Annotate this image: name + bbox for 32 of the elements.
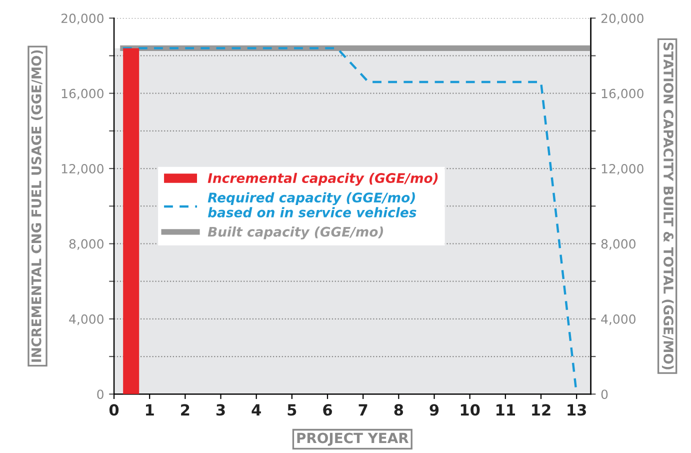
legend-label: Incremental capacity (GGE/mo) bbox=[208, 172, 438, 186]
x-tick-label: 0 bbox=[109, 404, 119, 416]
y-tick-label: 8,000 bbox=[69, 239, 104, 250]
legend-label: Required capacity (GGE/mo) based on in service vehicles bbox=[208, 192, 416, 218]
y-tick-label: 4,000 bbox=[69, 314, 104, 326]
x-tick-label: 9 bbox=[430, 404, 439, 416]
y-axis-title: INCREMENTAL CNG FUEL USAGE (GGE/MO) bbox=[31, 50, 43, 362]
x-tick-label: 2 bbox=[181, 404, 190, 416]
y2-tick-label: 12,000 bbox=[602, 164, 644, 175]
y-tick-label: 20,000 bbox=[61, 14, 104, 24]
y2-tick-label: 16,000 bbox=[602, 88, 644, 100]
y2-axis-title: STATION CAPACITY BUILT & TOTAL (GGE/MO) bbox=[662, 42, 674, 370]
x-tick-label: 8 bbox=[394, 404, 404, 416]
x-tick-label: 4 bbox=[252, 404, 261, 416]
x-tick-label: 12 bbox=[532, 404, 550, 416]
x-tick-label: 5 bbox=[288, 404, 296, 416]
x-tick-label: 6 bbox=[323, 404, 332, 416]
y2-tick-label: 4,000 bbox=[601, 314, 636, 326]
x-tick-label: 3 bbox=[216, 404, 225, 416]
y-tick-label: 16,000 bbox=[62, 88, 104, 100]
x-axis-title: PROJECT YEAR bbox=[297, 432, 409, 446]
y2-tick-label: 0 bbox=[601, 390, 608, 400]
x-tick-label: 11 bbox=[496, 404, 515, 416]
y-tick-label: 0 bbox=[97, 390, 104, 400]
x-tick-label: 13 bbox=[568, 404, 586, 416]
y2-tick-label: 8,000 bbox=[601, 239, 636, 250]
legend-label: Built capacity (GGE/mo) bbox=[208, 226, 384, 240]
y-tick-label: 12,000 bbox=[62, 164, 104, 175]
x-tick-label: 10 bbox=[460, 404, 480, 416]
y2-tick-label: 20,000 bbox=[601, 14, 644, 24]
x-tick-label: 7 bbox=[358, 404, 368, 416]
x-tick-label: 1 bbox=[146, 404, 154, 416]
